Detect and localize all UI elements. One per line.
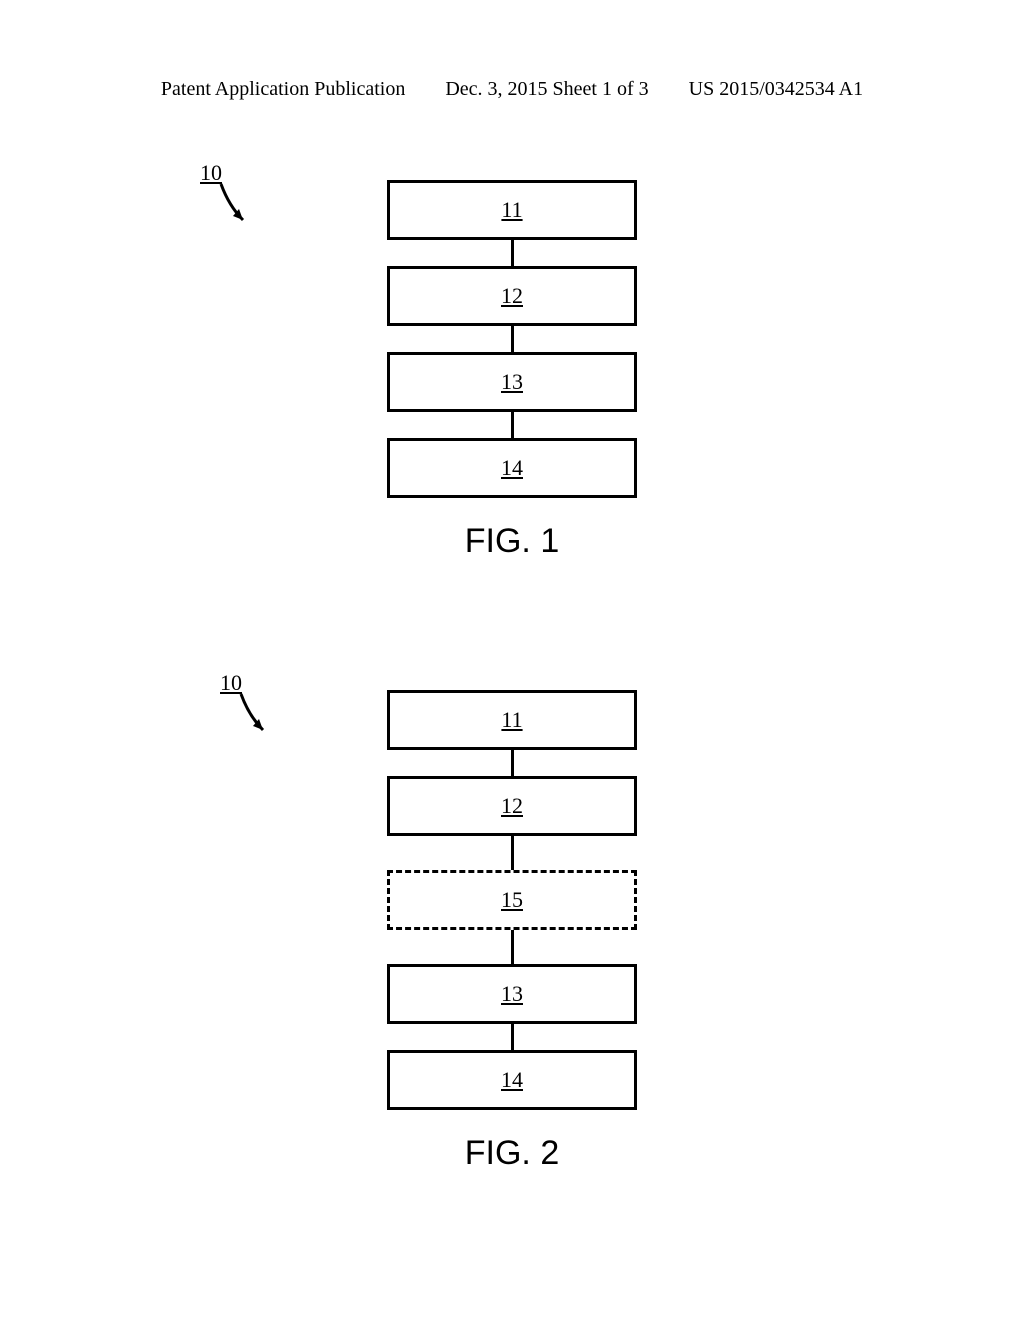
flow-connector xyxy=(511,240,514,266)
flow-connector xyxy=(511,1024,514,1050)
flow-box: 13 xyxy=(387,964,637,1024)
reference-arrow-icon xyxy=(235,692,275,740)
figure-caption: FIG. 1 xyxy=(465,522,559,561)
flow-connector xyxy=(511,326,514,352)
flow-connector xyxy=(511,412,514,438)
figure-2: 10 11 12 15 13 14 FIG. 2 xyxy=(0,670,1024,1173)
flow-box: 11 xyxy=(387,690,637,750)
flow-box: 12 xyxy=(387,776,637,836)
flow-connector xyxy=(511,836,514,870)
flow-box: 11 xyxy=(387,180,637,240)
flowchart-fig1: 11 12 13 14 xyxy=(387,180,637,498)
flow-connector xyxy=(511,750,514,776)
flowchart-fig2: 11 12 15 13 14 xyxy=(387,690,637,1110)
flow-box: 14 xyxy=(387,438,637,498)
figure-caption: FIG. 2 xyxy=(465,1134,559,1173)
header-left: Patent Application Publication xyxy=(161,78,405,101)
flow-box: 13 xyxy=(387,352,637,412)
figure-1: 10 11 12 13 14 FIG. 1 xyxy=(0,160,1024,561)
flow-connector xyxy=(511,930,514,964)
flow-box-dashed: 15 xyxy=(387,870,637,930)
reference-arrow-icon xyxy=(215,182,255,230)
flow-box: 14 xyxy=(387,1050,637,1110)
flow-box: 12 xyxy=(387,266,637,326)
page-header: Patent Application Publication Dec. 3, 2… xyxy=(0,78,1024,101)
header-mid: Dec. 3, 2015 Sheet 1 of 3 xyxy=(445,78,648,101)
header-right: US 2015/0342534 A1 xyxy=(689,78,863,101)
